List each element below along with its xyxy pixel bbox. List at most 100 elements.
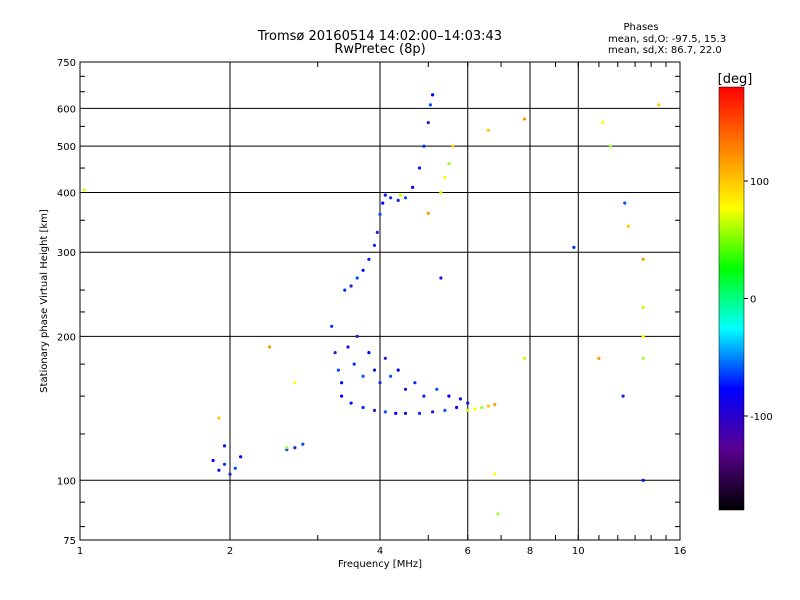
colorbar-tick-label: -100: [750, 412, 773, 423]
x-tick-label: 4: [377, 546, 383, 557]
data-point: [522, 117, 527, 121]
data-point: [349, 284, 353, 288]
data-point: [378, 212, 382, 216]
data-point: [301, 442, 305, 446]
data-point: [383, 356, 387, 360]
data-point: [473, 407, 477, 411]
data-point: [346, 345, 350, 349]
x-axis-ticks: 1 2 4 6 8 10 16: [77, 62, 687, 557]
data-point: [361, 405, 365, 410]
data-point: [394, 411, 398, 415]
data-point: [601, 121, 605, 125]
data-point: [396, 368, 400, 372]
data-point: [403, 411, 408, 415]
data-point: [355, 276, 359, 280]
data-point: [211, 458, 215, 463]
data-point: [372, 408, 377, 412]
data-point: [239, 455, 243, 459]
data-point: [435, 387, 439, 391]
y-axis-label: Stationary phase Virtual Height [km]: [39, 209, 50, 393]
grid-lines: [80, 62, 680, 540]
data-point: [641, 257, 645, 261]
y-tick-label: 750: [57, 58, 76, 69]
data-point: [82, 188, 86, 192]
data-point: [413, 381, 417, 385]
x-tick-label: 16: [674, 546, 687, 557]
data-point: [361, 374, 365, 378]
data-point: [403, 196, 408, 200]
data-point: [621, 394, 625, 398]
y-tick-label: 400: [57, 188, 76, 199]
data-point: [293, 446, 297, 450]
data-point: [447, 394, 451, 398]
chart-subtitle: RwPretec (8p): [334, 42, 425, 57]
x-tick-label: 8: [527, 546, 533, 557]
data-point: [626, 224, 630, 228]
data-point: [333, 351, 337, 355]
data-point: [431, 93, 435, 97]
data-point: [466, 401, 470, 405]
data-point: [330, 324, 334, 328]
data-point: [217, 468, 221, 472]
stats-line-o: mean, sd,O: -97.5, 15.3: [608, 34, 726, 45]
data-point: [267, 345, 272, 349]
colorbar: [718, 86, 745, 511]
data-point: [349, 401, 353, 405]
data-point: [572, 245, 576, 249]
data-point: [417, 411, 422, 415]
y-tick-label: 500: [57, 142, 76, 153]
data-point: [361, 268, 365, 272]
data-point: [443, 175, 447, 180]
data-point: [228, 472, 232, 476]
data-point: [343, 288, 347, 292]
stats-line-x: mean, sd,X: 86.7, 22.0: [608, 45, 722, 56]
data-point: [641, 305, 645, 309]
data-points: [82, 93, 661, 516]
data-point: [480, 405, 484, 410]
data-point: [222, 462, 227, 466]
data-point: [352, 362, 356, 366]
stats-header: Phases: [623, 22, 658, 33]
data-point: [641, 478, 645, 482]
data-point: [403, 387, 408, 391]
chart-title: Tromsø 20160514 14:02:00–14:03:43: [257, 29, 502, 44]
data-point: [426, 121, 430, 125]
data-point: [623, 201, 627, 205]
data-point: [608, 144, 613, 148]
y-axis-ticks: 75 100 200 300 400 500 600 750: [57, 58, 680, 547]
data-point: [493, 472, 497, 476]
data-point: [493, 403, 497, 407]
colorbar-tick-label: 100: [750, 177, 769, 188]
data-point: [389, 374, 393, 378]
data-point: [411, 185, 415, 189]
y-tick-label: 300: [57, 248, 76, 259]
data-point: [496, 512, 500, 516]
data-point: [431, 410, 435, 414]
x-tick-label: 1: [77, 546, 83, 557]
data-point: [439, 190, 443, 195]
data-point: [340, 381, 344, 385]
data-point: [428, 103, 432, 107]
data-point: [383, 193, 387, 197]
data-point: [417, 166, 422, 170]
colorbar-label: [deg]: [718, 72, 753, 87]
data-point: [367, 351, 371, 355]
colorbar-ticks: 100 0 -100: [744, 177, 773, 423]
data-point: [381, 201, 385, 205]
data-point: [641, 334, 645, 338]
x-tick-label: 10: [572, 546, 585, 557]
data-point: [222, 444, 227, 448]
data-point: [522, 356, 527, 360]
x-tick-label: 6: [465, 546, 471, 557]
y-tick-label: 200: [57, 332, 76, 343]
y-tick-label: 100: [57, 476, 76, 487]
data-point: [443, 408, 447, 412]
data-point: [447, 161, 451, 166]
data-point: [422, 394, 426, 398]
colorbar-tick-label: 0: [750, 295, 756, 306]
data-point: [355, 334, 359, 338]
data-point: [389, 196, 393, 200]
data-point: [378, 381, 382, 385]
data-point: [396, 198, 400, 202]
data-point: [336, 368, 340, 372]
